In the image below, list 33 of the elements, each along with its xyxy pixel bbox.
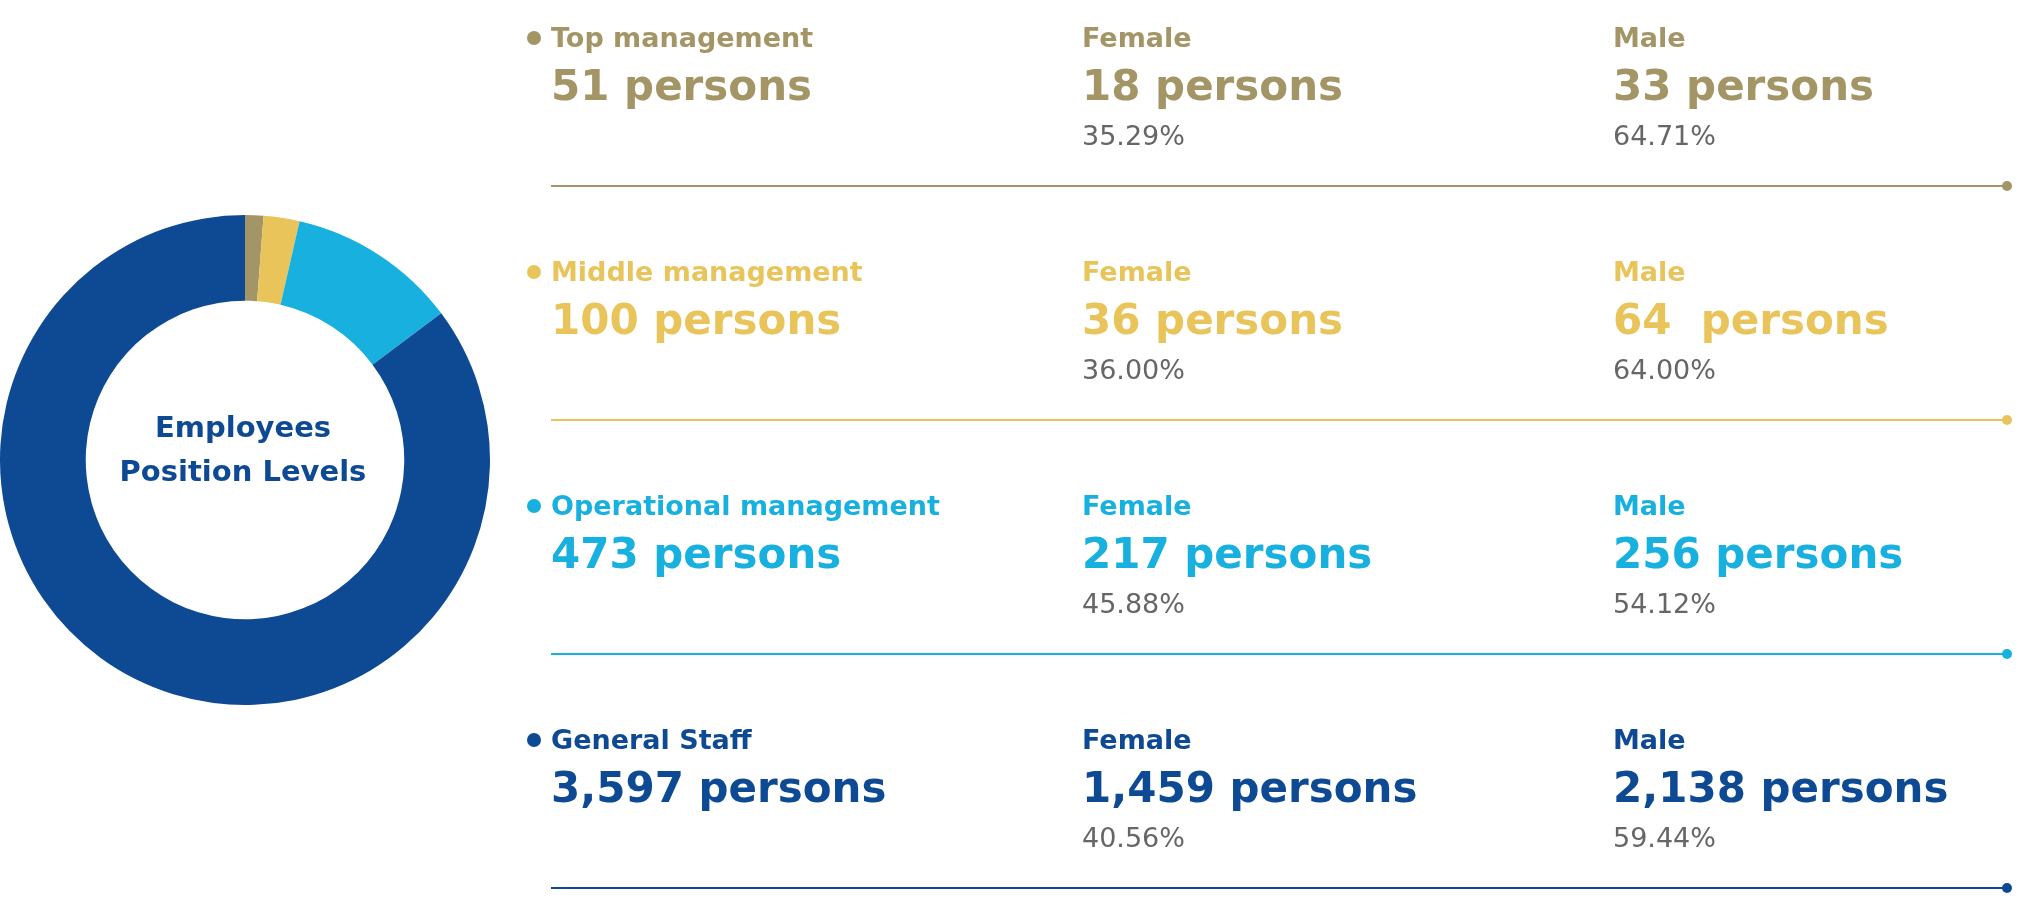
data-label: 473 persons [551, 529, 843, 578]
text: 64.00% [1613, 354, 1717, 385]
legend-label: Middle management [551, 256, 863, 287]
data-label: 51 persons [551, 61, 814, 110]
text: Female [1082, 490, 1193, 521]
legend-label: Operational management [551, 490, 940, 521]
text: Female [1082, 724, 1193, 755]
text: 1,459 persons [1082, 763, 1418, 812]
text: 2,138 persons [1613, 763, 1949, 812]
text: Male [1613, 22, 1687, 53]
text: 36 persons [1082, 295, 1344, 344]
text: Employees Position Levels [118, 409, 368, 490]
text: 35.29% [1082, 120, 1186, 151]
data-label: 100 persons [551, 295, 843, 344]
text: 40.56% [1082, 822, 1186, 853]
text: 36.00% [1082, 354, 1186, 385]
legend-label: General Staff [551, 724, 753, 755]
text: Male [1613, 256, 1687, 287]
text: 59.44% [1613, 822, 1717, 853]
legend-label: Top management [551, 22, 814, 53]
text: Male [1613, 724, 1687, 755]
text: 217 persons [1082, 529, 1373, 578]
text: 18 persons [1082, 61, 1344, 110]
text: 45.88% [1082, 588, 1186, 619]
text: 54.12% [1613, 588, 1717, 619]
text: 64 persons [1613, 295, 1889, 344]
text: Male [1613, 490, 1687, 521]
text: Female [1082, 256, 1193, 287]
text: Female [1082, 22, 1193, 53]
data-label: 3,597 persons [551, 763, 887, 812]
text: 64.71% [1613, 120, 1717, 151]
text: 256 persons [1613, 529, 1904, 578]
text: 33 persons [1613, 61, 1875, 110]
